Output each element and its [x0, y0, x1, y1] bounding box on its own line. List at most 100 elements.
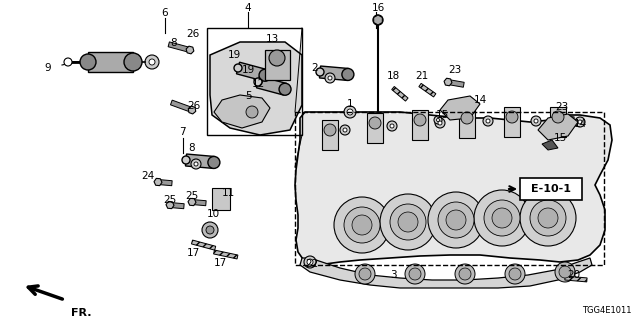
Circle shape: [208, 156, 220, 168]
Circle shape: [304, 256, 316, 268]
Circle shape: [575, 117, 585, 127]
Bar: [207, 28, 302, 135]
Circle shape: [455, 264, 475, 284]
Bar: [459, 108, 475, 138]
Circle shape: [461, 112, 473, 124]
Text: 26: 26: [186, 29, 200, 39]
Text: 25: 25: [186, 191, 198, 201]
Polygon shape: [186, 154, 214, 168]
Circle shape: [324, 124, 336, 136]
Text: 23: 23: [449, 65, 461, 75]
Text: 22: 22: [305, 259, 319, 269]
Text: 15: 15: [554, 133, 566, 143]
Circle shape: [559, 266, 571, 278]
Text: TGG4E1011: TGG4E1011: [582, 306, 632, 315]
Circle shape: [149, 59, 155, 65]
Circle shape: [438, 121, 442, 125]
Polygon shape: [392, 86, 408, 101]
Text: 18: 18: [387, 71, 399, 81]
Text: 19: 19: [241, 65, 255, 75]
Polygon shape: [166, 201, 174, 209]
Text: 23: 23: [556, 102, 568, 112]
Text: 17: 17: [213, 258, 227, 268]
Polygon shape: [295, 112, 612, 265]
Circle shape: [474, 190, 530, 246]
Circle shape: [334, 197, 390, 253]
Circle shape: [552, 111, 564, 123]
Circle shape: [486, 119, 490, 123]
Polygon shape: [154, 178, 162, 186]
Text: 2: 2: [312, 63, 318, 73]
Text: 6: 6: [162, 8, 168, 18]
Circle shape: [145, 55, 159, 69]
Circle shape: [538, 208, 558, 228]
Circle shape: [446, 210, 466, 230]
Circle shape: [373, 15, 383, 25]
Circle shape: [328, 76, 332, 80]
Circle shape: [390, 204, 426, 240]
Polygon shape: [192, 199, 206, 206]
Polygon shape: [210, 42, 302, 135]
Text: 1: 1: [347, 99, 353, 109]
Polygon shape: [538, 114, 578, 140]
Circle shape: [520, 190, 576, 246]
Text: E-10-1: E-10-1: [531, 184, 571, 194]
Text: 14: 14: [573, 119, 587, 129]
Polygon shape: [214, 95, 270, 128]
Bar: [504, 107, 520, 137]
Polygon shape: [444, 78, 452, 86]
Polygon shape: [419, 84, 436, 97]
Polygon shape: [440, 96, 480, 120]
Bar: [367, 113, 383, 143]
Circle shape: [459, 268, 471, 280]
Polygon shape: [300, 258, 592, 288]
Bar: [322, 120, 338, 150]
Circle shape: [240, 100, 264, 124]
Text: 12: 12: [252, 79, 264, 89]
Bar: [212, 188, 230, 210]
Circle shape: [534, 119, 538, 123]
Circle shape: [344, 106, 356, 118]
Polygon shape: [191, 240, 216, 250]
Polygon shape: [188, 106, 196, 114]
Bar: [550, 107, 566, 137]
Circle shape: [340, 125, 350, 135]
Bar: [265, 50, 290, 80]
Bar: [88, 52, 133, 72]
Circle shape: [80, 54, 96, 70]
Polygon shape: [158, 180, 172, 186]
Text: 7: 7: [179, 127, 186, 137]
Text: 8: 8: [171, 38, 177, 48]
Circle shape: [387, 121, 397, 131]
Circle shape: [436, 118, 440, 122]
Circle shape: [194, 162, 198, 166]
Circle shape: [531, 116, 541, 126]
Circle shape: [359, 268, 371, 280]
Circle shape: [405, 264, 425, 284]
Text: 14: 14: [474, 95, 486, 105]
Circle shape: [182, 156, 190, 164]
Circle shape: [530, 200, 566, 236]
Text: 5: 5: [244, 91, 252, 101]
Circle shape: [484, 200, 520, 236]
Polygon shape: [257, 76, 287, 95]
Text: 13: 13: [266, 34, 278, 44]
Circle shape: [380, 194, 436, 250]
Circle shape: [555, 262, 575, 282]
Polygon shape: [554, 114, 562, 122]
Circle shape: [409, 268, 421, 280]
Text: 19: 19: [227, 50, 241, 60]
Circle shape: [254, 78, 262, 86]
Circle shape: [279, 83, 291, 95]
Circle shape: [342, 68, 354, 80]
Circle shape: [316, 68, 324, 76]
Polygon shape: [565, 276, 587, 282]
Circle shape: [191, 159, 201, 169]
Polygon shape: [168, 42, 191, 52]
Polygon shape: [236, 62, 267, 81]
Polygon shape: [374, 15, 382, 25]
Text: FR.: FR.: [71, 308, 92, 318]
Circle shape: [64, 58, 72, 66]
Text: 17: 17: [186, 248, 200, 258]
Polygon shape: [447, 80, 464, 87]
